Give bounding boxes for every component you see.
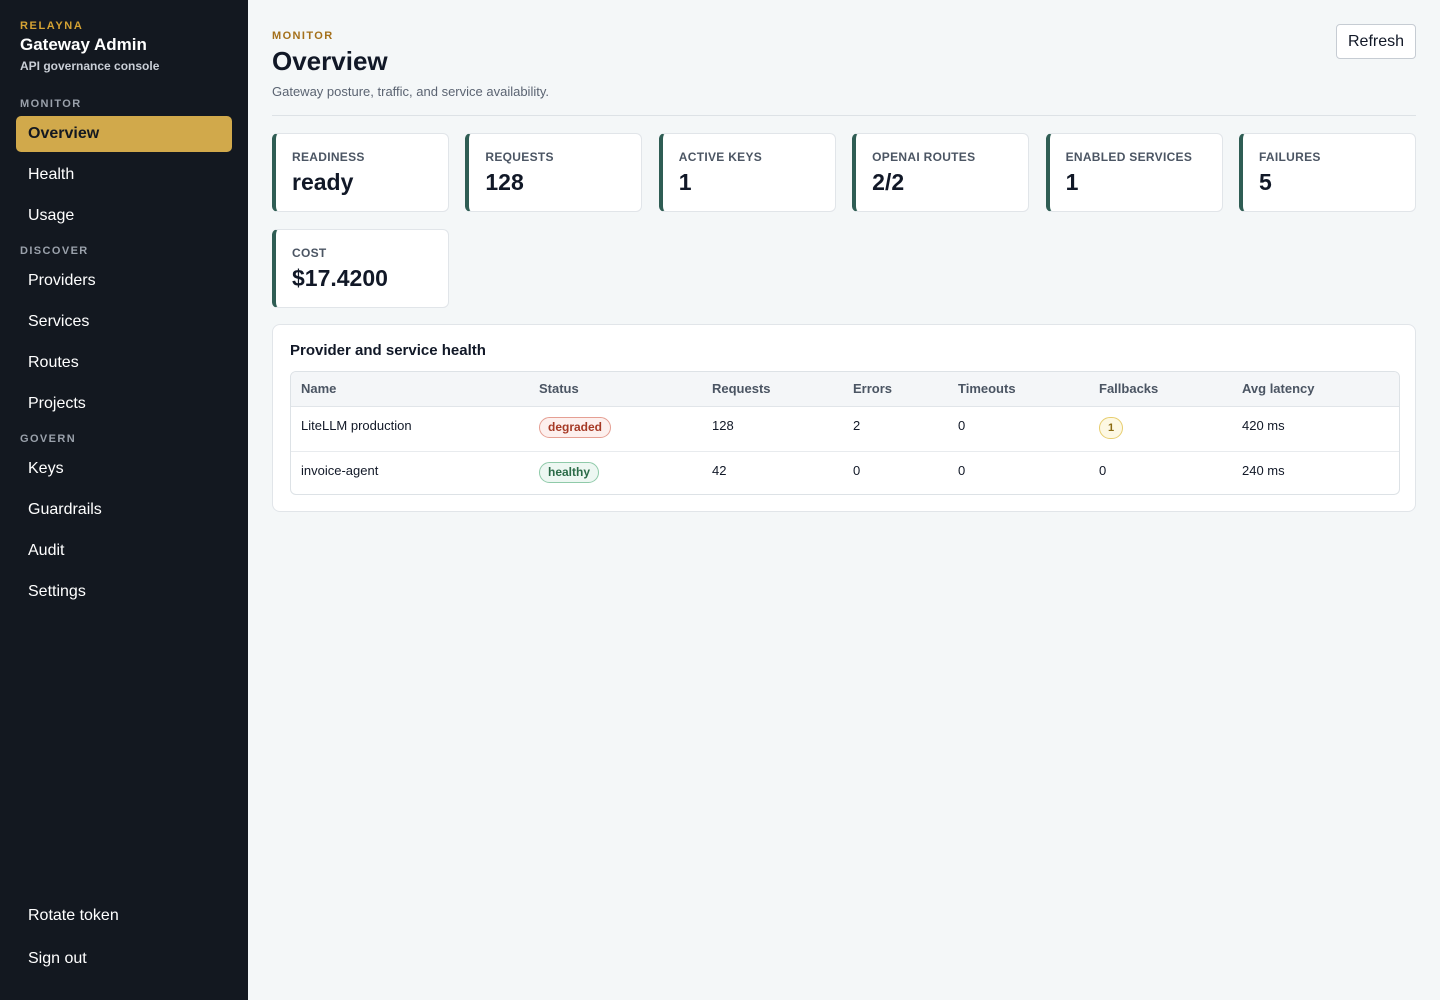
cell-timeouts: 0: [948, 450, 1089, 494]
sidebar-item-usage[interactable]: Usage: [28, 207, 75, 224]
sidebar-item-services[interactable]: Services: [28, 313, 90, 330]
stats-grid: READINESS ready REQUESTS 128 ACTIVE KEYS…: [272, 133, 1416, 308]
stat-card-enabled-services: ENABLED SERVICES 1: [1045, 133, 1223, 212]
stat-label: REQUESTS: [485, 150, 554, 164]
nav-section-label: DISCOVER: [20, 245, 89, 257]
table-row: LiteLLM production degraded 128 2 0 1 42…: [291, 406, 1399, 451]
cell-requests: 128: [712, 417, 734, 433]
sidebar-item-audit[interactable]: Audit: [28, 542, 65, 559]
sidebar-item-settings[interactable]: Settings: [28, 583, 86, 600]
stat-value: 5: [1258, 169, 1272, 195]
stat-label: COST: [292, 246, 327, 260]
nav-section-label: MONITOR: [20, 98, 82, 110]
page-title: Overview: [272, 46, 388, 76]
cell-errors: 2: [853, 417, 861, 433]
brand-subtitle: API governance console: [20, 59, 160, 73]
column-header-requests[interactable]: Requests: [702, 372, 843, 407]
cell-avg-latency: 240 ms: [1232, 450, 1399, 494]
sidebar-item-guardrails[interactable]: Guardrails: [28, 501, 102, 518]
sign-out-button[interactable]: Sign out: [28, 950, 87, 967]
brand-title: Gateway Admin: [20, 35, 147, 54]
health-card: Provider and service health Name Status …: [272, 324, 1416, 512]
sidebar-item-projects[interactable]: Projects: [28, 395, 86, 412]
stat-label: ACTIVE KEYS: [678, 150, 763, 164]
status-badge: healthy: [539, 461, 600, 483]
status-badge: degraded: [539, 416, 612, 438]
stat-card-openai-routes: OPENAI ROUTES 2/2: [852, 133, 1030, 212]
nav-group-monitor: MONITOR Overview Health Usage: [16, 96, 232, 234]
fallbacks-count-badge: 1: [1099, 416, 1123, 439]
stat-card-active-keys: ACTIVE KEYS 1: [658, 133, 836, 212]
sidebar-nav: MONITOR Overview Health Usage DISCOVER P…: [16, 96, 232, 619]
column-header-errors[interactable]: Errors: [843, 372, 948, 407]
health-table: Name Status Requests Errors Timeouts Fal…: [291, 372, 1399, 494]
table-header-row: Name Status Requests Errors Timeouts Fal…: [291, 372, 1399, 407]
stat-value: 1: [678, 169, 692, 195]
stat-label: FAILURES: [1258, 150, 1321, 164]
sidebar-item-keys[interactable]: Keys: [28, 460, 64, 477]
cell-fallbacks: 1: [1089, 406, 1232, 451]
column-header-name[interactable]: Name: [291, 372, 529, 407]
stat-value: 1: [1065, 169, 1079, 195]
stat-label: READINESS: [292, 150, 365, 164]
rotate-token-button[interactable]: Rotate token: [28, 907, 119, 924]
column-header-avg-latency[interactable]: Avg latency: [1232, 372, 1399, 407]
sidebar-item-providers[interactable]: Providers: [28, 272, 96, 289]
brand-eyebrow: RELAYNA: [20, 20, 84, 32]
sidebar-item-health[interactable]: Health: [28, 166, 75, 183]
page-subtitle: Gateway posture, traffic, and service av…: [272, 84, 549, 99]
cell-fallbacks: 0: [1089, 450, 1232, 494]
table-row: invoice-agent healthy 42 0 0 0 240 ms: [291, 450, 1399, 494]
cell-name: invoice-agent: [291, 450, 529, 494]
page-eyebrow: MONITOR: [272, 30, 334, 42]
cell-avg-latency: 420 ms: [1242, 417, 1285, 433]
cell-requests: 42: [702, 450, 843, 494]
nav-section-label: GOVERN: [20, 433, 77, 445]
health-table-wrapper: Name Status Requests Errors Timeouts Fal…: [290, 371, 1400, 495]
refresh-button[interactable]: Refresh: [1336, 24, 1416, 59]
stat-card-readiness: READINESS ready: [272, 133, 449, 212]
brand: RELAYNA Gateway Admin API governance con…: [20, 20, 159, 73]
stat-value: 128: [485, 169, 524, 195]
column-header-status[interactable]: Status: [529, 372, 702, 407]
cell-status: degraded: [529, 406, 702, 451]
health-card-title: Provider and service health: [290, 342, 486, 359]
stat-value: $17.4200: [292, 265, 388, 291]
cell-name: LiteLLM production: [301, 417, 412, 433]
header-divider: [272, 115, 1416, 116]
sidebar: RELAYNA Gateway Admin API governance con…: [0, 0, 248, 1000]
nav-group-discover: DISCOVER Providers Services Routes Proje…: [16, 243, 232, 422]
sidebar-item-overview[interactable]: Overview: [16, 116, 232, 152]
stat-card-cost: COST $17.4200: [272, 229, 449, 308]
column-header-fallbacks[interactable]: Fallbacks: [1089, 372, 1232, 407]
stat-value: ready: [292, 169, 354, 195]
sidebar-footer: Rotate token Sign out: [16, 898, 232, 984]
stat-card-requests: REQUESTS 128: [465, 133, 643, 212]
stat-value: 2/2: [872, 169, 905, 195]
stat-label: OPENAI ROUTES: [872, 150, 976, 164]
cell-errors: 0: [843, 450, 948, 494]
cell-status: healthy: [529, 450, 702, 494]
nav-group-govern: GOVERN Keys Guardrails Audit Settings: [16, 431, 232, 610]
column-header-timeouts[interactable]: Timeouts: [948, 372, 1089, 407]
cell-timeouts: 0: [958, 417, 966, 433]
stat-card-failures: FAILURES 5: [1238, 133, 1416, 212]
sidebar-item-routes[interactable]: Routes: [28, 354, 79, 371]
stat-label: ENABLED SERVICES: [1065, 150, 1193, 164]
